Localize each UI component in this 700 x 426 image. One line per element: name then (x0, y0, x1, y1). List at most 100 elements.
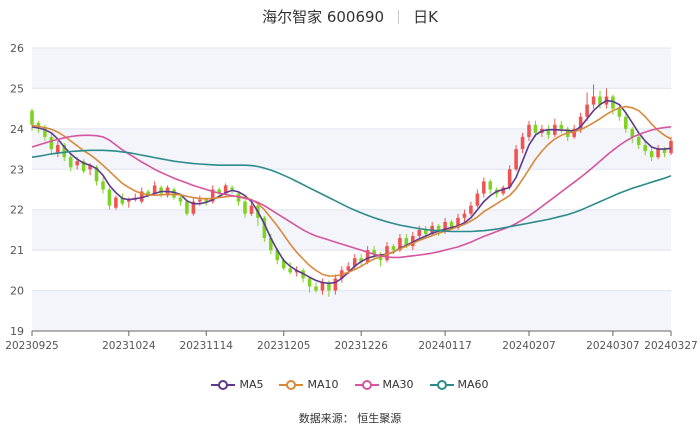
candle-body (385, 246, 389, 261)
candle-body (262, 217, 267, 239)
candle (624, 112, 628, 133)
legend-item-ma60[interactable]: MA60 (429, 378, 489, 391)
candle-body (198, 199, 202, 202)
candle-body (649, 151, 654, 158)
x-tick-label: 20231205 (257, 340, 310, 352)
candle-body (36, 122, 41, 127)
x-tick-label: 20231114 (180, 340, 234, 352)
candle-body (398, 238, 402, 251)
plot-band (32, 290, 671, 331)
candle (294, 266, 299, 277)
x-tick-label: 20230925 (5, 340, 58, 352)
source-label: 数据来源： (298, 412, 354, 425)
candle-body (630, 128, 635, 137)
candle-body (243, 201, 247, 214)
candle-body (223, 185, 228, 194)
candle-body (533, 124, 538, 133)
candle (604, 88, 609, 109)
candle (520, 132, 525, 154)
moving-average-lines (31, 99, 672, 285)
candle (411, 231, 415, 251)
series-line-ma5 (31, 99, 672, 285)
y-tick-label: 24 (10, 123, 24, 136)
candle (553, 118, 557, 137)
candle (236, 191, 241, 206)
series-line-ma10 (31, 105, 672, 277)
candle-body (456, 217, 460, 228)
y-axis: 19 20 21 22 23 24 25 26 (10, 42, 24, 338)
candle-body (30, 110, 34, 125)
candle (546, 124, 551, 139)
source-value: 恒生聚源 (357, 412, 402, 425)
legend-item-ma10[interactable]: MA10 (279, 378, 339, 391)
candle-body (333, 278, 338, 291)
candle-body (449, 221, 454, 228)
series-line-ma30 (31, 126, 672, 259)
legend-marker (354, 380, 379, 390)
candle-body (139, 191, 144, 202)
candle (359, 254, 363, 267)
legend-marker (279, 380, 304, 390)
legend-label: MA60 (457, 378, 489, 391)
candle (314, 282, 318, 293)
candle-body (559, 124, 564, 129)
y-tick-label: 25 (10, 82, 24, 95)
candle-body (346, 266, 351, 271)
candle-body (210, 189, 215, 202)
candle (475, 189, 480, 208)
legend-item-ma5[interactable]: MA5 (211, 378, 263, 391)
candle (210, 185, 215, 204)
candle-body (662, 149, 667, 154)
candle-body (88, 165, 92, 170)
candle-body (469, 205, 473, 214)
candle-body (127, 199, 131, 202)
candle-body (656, 149, 660, 158)
candle-body (327, 282, 331, 291)
plot-band (32, 48, 671, 89)
candle (333, 274, 338, 295)
candle-body (482, 181, 486, 194)
candle (262, 215, 267, 243)
candle-body (107, 189, 112, 206)
candle (101, 177, 105, 194)
candle-body (372, 250, 376, 255)
candlestick-chart: 19 20 21 22 23 24 25 26 20230925 20231024 2023111… (5, 42, 697, 352)
candle-body (359, 258, 363, 263)
grid-lines (32, 47, 671, 332)
candle-body (43, 126, 47, 137)
candle-body (352, 258, 357, 267)
y-tick-label: 26 (10, 42, 24, 55)
candle-body (269, 238, 273, 251)
candle-body (94, 167, 99, 182)
candle (107, 187, 112, 210)
candle-body (294, 270, 299, 273)
candle-body (191, 201, 196, 214)
y-tick-label: 23 (10, 163, 24, 176)
candle-body (49, 136, 54, 150)
series-line-ma60 (31, 149, 672, 233)
candle-body (320, 282, 325, 291)
candle-body (217, 189, 221, 194)
candle-body (624, 116, 628, 129)
data-source: 数据来源： 恒生聚源 (0, 410, 700, 426)
candle-body (572, 128, 576, 137)
candle-body (591, 96, 596, 105)
candle (488, 179, 493, 194)
candle (185, 199, 189, 216)
legend-item-ma30[interactable]: MA30 (354, 378, 414, 391)
candle-body (101, 181, 105, 190)
x-tick-label: 20231226 (334, 340, 388, 352)
y-tick-label: 21 (10, 244, 24, 257)
candle (482, 177, 486, 198)
chart-title: 海尔智家 600690 日K (0, 6, 700, 27)
x-tick-label: 20231024 (102, 340, 156, 352)
x-tick-label: 20240207 (502, 340, 555, 352)
y-tick-label: 22 (10, 204, 24, 217)
candle (649, 147, 654, 162)
legend-marker (429, 380, 454, 390)
candle (501, 185, 505, 196)
candle (585, 92, 589, 121)
x-tick-label: 20240307 (586, 340, 639, 352)
stock-name: 海尔智家 600690 (262, 8, 385, 26)
candle (469, 201, 473, 216)
